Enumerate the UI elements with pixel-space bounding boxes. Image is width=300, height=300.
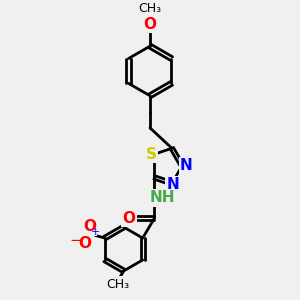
Text: CH₃: CH₃ [138,2,162,15]
Text: CH₃: CH₃ [106,278,130,290]
Text: +: + [91,227,100,237]
Text: N: N [80,228,92,243]
Text: O: O [78,236,91,251]
Text: S: S [146,147,157,162]
Text: −: − [69,233,82,248]
Text: N: N [180,158,193,173]
Text: O: O [143,17,157,32]
Text: O: O [122,211,135,226]
Text: NH: NH [150,190,175,206]
Text: O: O [83,220,96,235]
Text: N: N [167,177,180,192]
